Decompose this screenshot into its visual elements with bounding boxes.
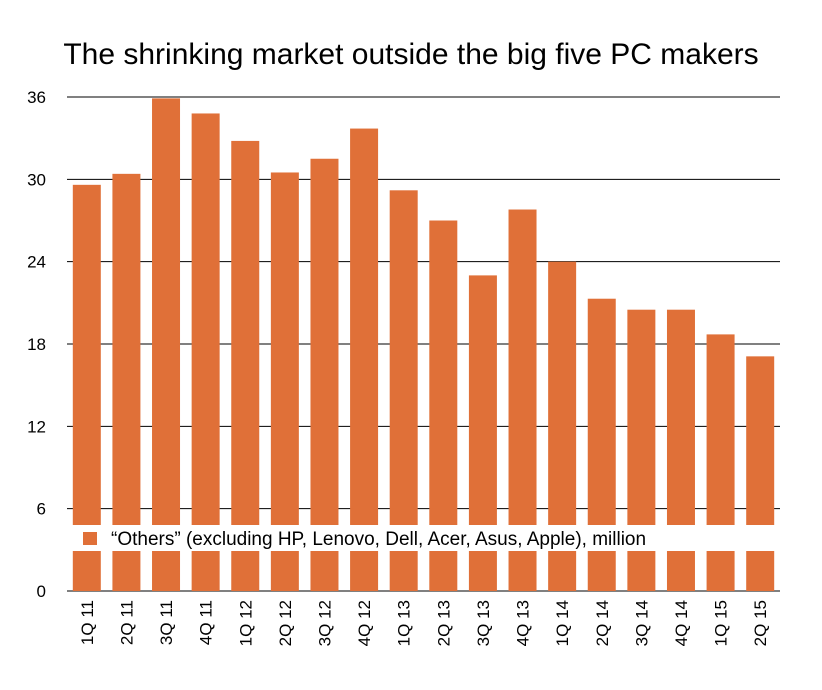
- bar: [270, 172, 299, 591]
- legend: “Others” (excluding HP, Lenovo, Dell, Ac…: [69, 525, 775, 551]
- bar: [152, 98, 181, 591]
- bar: [350, 128, 379, 592]
- x-tick-label: 4Q 13: [514, 600, 533, 646]
- y-tick-label: 6: [37, 500, 46, 519]
- x-tick-label: 1Q 12: [236, 600, 255, 646]
- legend-background: [69, 525, 775, 551]
- x-tick-label: 3Q 11: [157, 600, 176, 645]
- y-tick-label: 18: [27, 335, 46, 354]
- x-tick-label: 1Q 13: [395, 600, 414, 646]
- x-tick-label: 1Q 14: [553, 600, 572, 646]
- x-tick-label: 2Q 11: [117, 600, 136, 645]
- x-tick-label: 4Q 11: [197, 600, 216, 645]
- legend-swatch: [83, 532, 97, 545]
- x-tick-label: 1Q 15: [712, 600, 731, 646]
- bar: [231, 140, 260, 591]
- x-axis-ticks: 1Q 11 2Q 11 3Q 11 4Q 11 1Q 12 2Q 12 3Q 12 4Q 12…: [78, 600, 770, 646]
- x-tick-label: 4Q 14: [672, 600, 691, 646]
- bar: [746, 356, 775, 591]
- gridlines: [67, 96, 780, 592]
- x-tick-label: 2Q 15: [751, 600, 770, 646]
- y-tick-label: 12: [27, 417, 46, 436]
- bars: [72, 98, 775, 592]
- bar: [310, 158, 339, 591]
- y-tick-label: 30: [27, 170, 46, 189]
- y-tick-label: 0: [37, 582, 46, 601]
- y-tick-label: 24: [27, 253, 46, 272]
- y-axis-ticks: 0 6 12 18 24 30 36: [27, 88, 46, 601]
- bar: [706, 334, 735, 591]
- bar: [191, 113, 220, 591]
- bar: [389, 190, 418, 592]
- bar: [112, 173, 141, 591]
- x-tick-label: 1Q 11: [78, 600, 97, 645]
- x-tick-label: 3Q 13: [474, 600, 493, 646]
- x-tick-label: 3Q 12: [315, 600, 334, 646]
- bar: [72, 184, 101, 592]
- legend-label: “Others” (excluding HP, Lenovo, Dell, Ac…: [111, 529, 646, 550]
- x-tick-label: 2Q 13: [434, 600, 453, 646]
- x-tick-label: 2Q 12: [276, 600, 295, 646]
- x-tick-label: 4Q 12: [355, 600, 374, 646]
- x-tick-label: 2Q 14: [593, 600, 612, 646]
- chart-title: The shrinking market outside the big fiv…: [63, 38, 759, 71]
- y-tick-label: 36: [27, 88, 46, 107]
- x-tick-label: 3Q 14: [632, 600, 651, 646]
